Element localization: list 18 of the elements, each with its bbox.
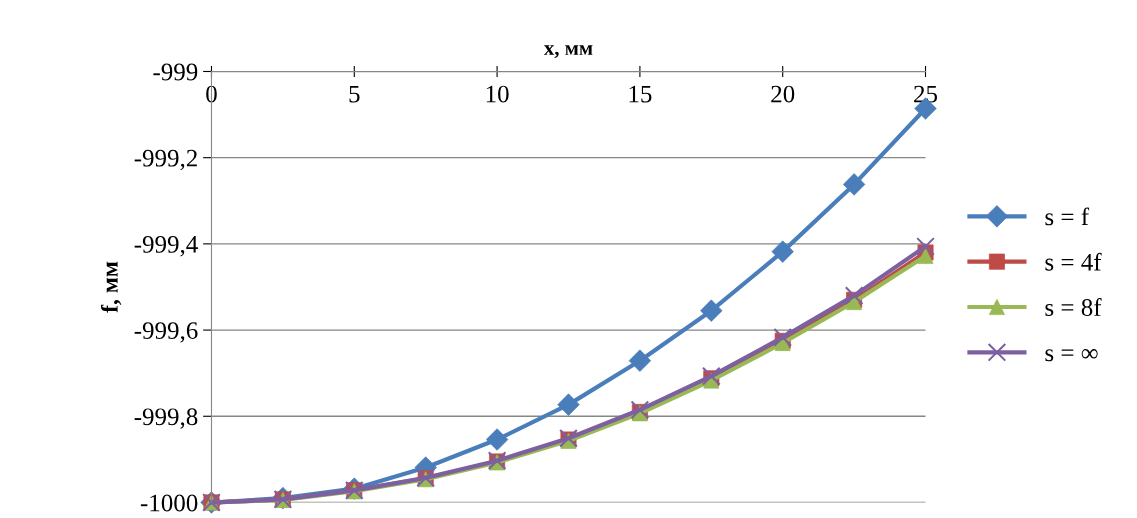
x-tick-label: 20 bbox=[771, 85, 795, 103]
legend-label: s = f bbox=[1045, 207, 1090, 226]
x-axis-title: x, мм bbox=[543, 45, 593, 59]
y-tick-label: -999,2 bbox=[134, 149, 197, 171]
x-tick-label: 10 bbox=[486, 85, 509, 103]
x-tick-label: 0 bbox=[206, 85, 217, 103]
x-tick-label: 5 bbox=[349, 85, 360, 103]
x-tick-label: 15 bbox=[629, 85, 652, 103]
legend-label: s = 8f bbox=[1045, 298, 1102, 316]
y-tick-label: -999,8 bbox=[134, 408, 198, 429]
y-tick-label: -999 bbox=[153, 63, 198, 81]
legend-label: s = ∞ bbox=[1045, 349, 1098, 362]
y-tick-label: -1000 bbox=[140, 494, 198, 512]
legend-label: s = 4f bbox=[1045, 252, 1102, 271]
y-axis-title: f, мм bbox=[100, 261, 122, 313]
x-tick-label: 25 bbox=[914, 85, 938, 103]
y-tick-label: -999,6 bbox=[134, 322, 198, 343]
y-tick-label: -999,4 bbox=[134, 235, 198, 257]
